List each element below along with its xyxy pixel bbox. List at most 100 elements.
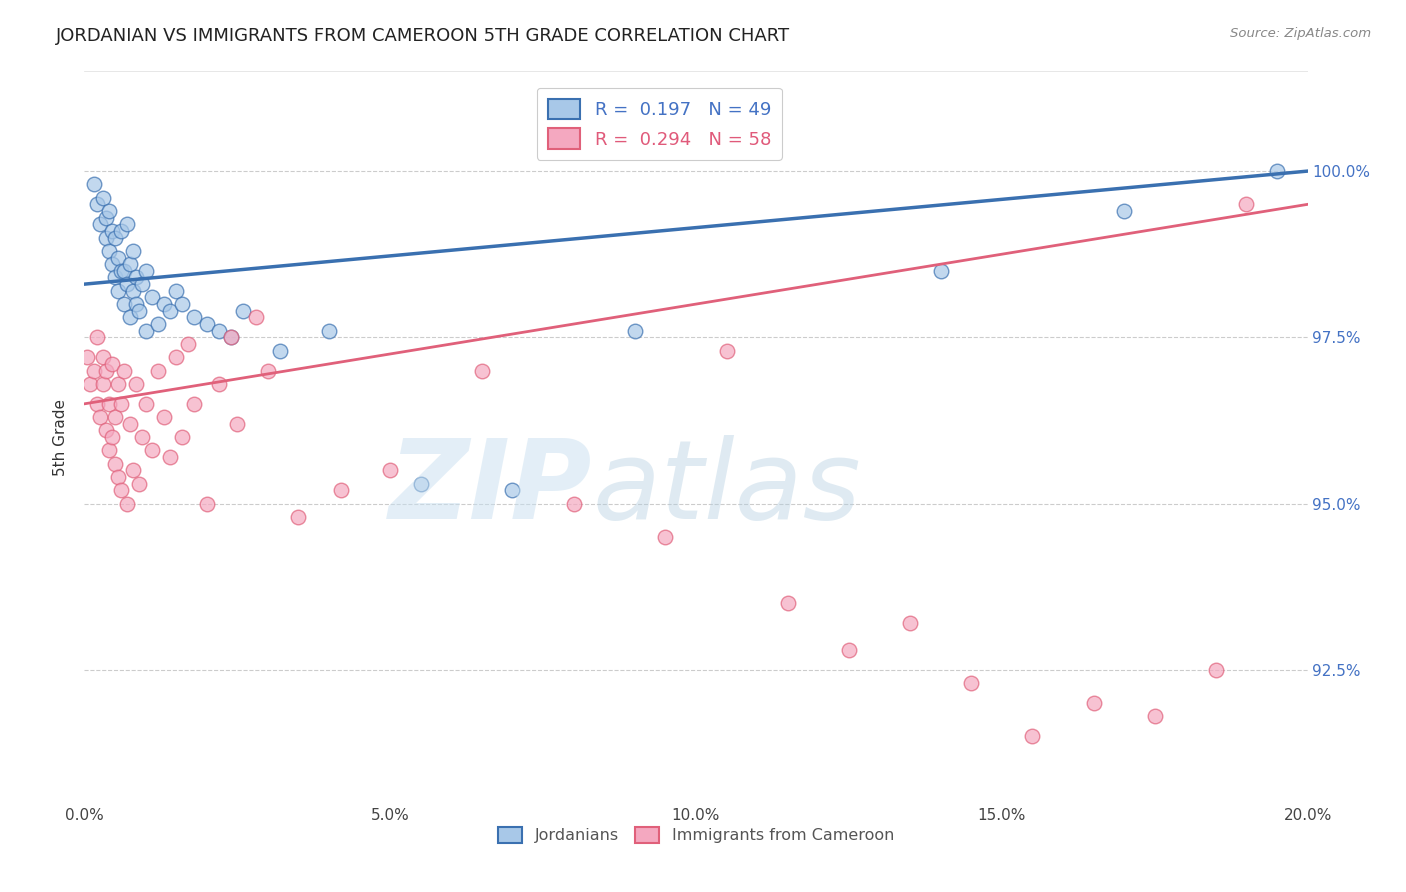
- Point: [104, 457, 127, 471]
- Point: [86, 197, 108, 211]
- Point: [898, 616, 921, 631]
- Text: ZIP: ZIP: [388, 434, 592, 541]
- Point: [91, 351, 114, 365]
- Text: Source: ZipAtlas.com: Source: ZipAtlas.com: [1230, 27, 1371, 40]
- Point: [83, 363, 105, 377]
- Point: [120, 417, 142, 431]
- Point: [89, 217, 111, 231]
- Point: [131, 277, 153, 292]
- Point: [257, 363, 280, 377]
- Point: [165, 284, 187, 298]
- Point: [112, 297, 135, 311]
- Point: [101, 430, 124, 444]
- Point: [929, 264, 952, 278]
- Point: [128, 476, 150, 491]
- Point: [110, 264, 132, 278]
- Point: [1021, 729, 1043, 743]
- Point: [1083, 696, 1105, 710]
- Point: [94, 424, 117, 438]
- Point: [318, 324, 340, 338]
- Point: [172, 430, 194, 444]
- Point: [131, 430, 153, 444]
- Point: [1236, 197, 1258, 211]
- Point: [107, 376, 129, 391]
- Point: [120, 310, 142, 325]
- Point: [159, 450, 181, 464]
- Point: [195, 497, 218, 511]
- Point: [107, 284, 129, 298]
- Point: [471, 363, 494, 377]
- Point: [1143, 709, 1166, 723]
- Point: [83, 178, 105, 192]
- Point: [183, 310, 205, 325]
- Point: [91, 191, 114, 205]
- Point: [120, 257, 142, 271]
- Point: [776, 596, 799, 610]
- Point: [172, 297, 194, 311]
- Point: [122, 463, 145, 477]
- Point: [110, 397, 132, 411]
- Point: [141, 290, 163, 304]
- Point: [104, 230, 127, 244]
- Point: [128, 303, 150, 318]
- Point: [502, 483, 524, 498]
- Point: [654, 530, 676, 544]
- Point: [104, 270, 127, 285]
- Point: [562, 497, 585, 511]
- Point: [86, 330, 108, 344]
- Point: [208, 376, 231, 391]
- Point: [101, 224, 124, 238]
- Point: [79, 376, 101, 391]
- Point: [1114, 204, 1136, 219]
- Point: [135, 324, 157, 338]
- Point: [195, 317, 218, 331]
- Point: [141, 443, 163, 458]
- Point: [838, 643, 860, 657]
- Point: [153, 297, 176, 311]
- Point: [153, 410, 176, 425]
- Point: [89, 410, 111, 425]
- Point: [107, 470, 129, 484]
- Point: [219, 330, 242, 344]
- Point: [91, 376, 114, 391]
- Point: [269, 343, 291, 358]
- Point: [183, 397, 205, 411]
- Point: [94, 363, 117, 377]
- Y-axis label: 5th Grade: 5th Grade: [53, 399, 69, 475]
- Point: [122, 284, 145, 298]
- Point: [165, 351, 187, 365]
- Point: [208, 324, 231, 338]
- Legend: Jordanians, Immigrants from Cameroon: Jordanians, Immigrants from Cameroon: [492, 821, 900, 850]
- Point: [112, 264, 135, 278]
- Point: [97, 204, 120, 219]
- Point: [86, 397, 108, 411]
- Point: [94, 230, 117, 244]
- Point: [1205, 663, 1227, 677]
- Point: [76, 351, 98, 365]
- Point: [115, 497, 138, 511]
- Point: [146, 317, 169, 331]
- Point: [107, 251, 129, 265]
- Point: [135, 264, 157, 278]
- Point: [110, 224, 132, 238]
- Point: [97, 397, 120, 411]
- Point: [115, 217, 138, 231]
- Point: [125, 297, 148, 311]
- Point: [94, 211, 117, 225]
- Point: [1265, 164, 1288, 178]
- Point: [146, 363, 169, 377]
- Point: [287, 509, 309, 524]
- Point: [245, 310, 267, 325]
- Point: [122, 244, 145, 258]
- Point: [219, 330, 242, 344]
- Point: [112, 363, 135, 377]
- Text: JORDANIAN VS IMMIGRANTS FROM CAMEROON 5TH GRADE CORRELATION CHART: JORDANIAN VS IMMIGRANTS FROM CAMEROON 5T…: [56, 27, 790, 45]
- Point: [330, 483, 353, 498]
- Point: [104, 410, 127, 425]
- Point: [409, 476, 432, 491]
- Point: [125, 270, 148, 285]
- Point: [115, 277, 138, 292]
- Point: [624, 324, 647, 338]
- Point: [960, 676, 983, 690]
- Point: [159, 303, 181, 318]
